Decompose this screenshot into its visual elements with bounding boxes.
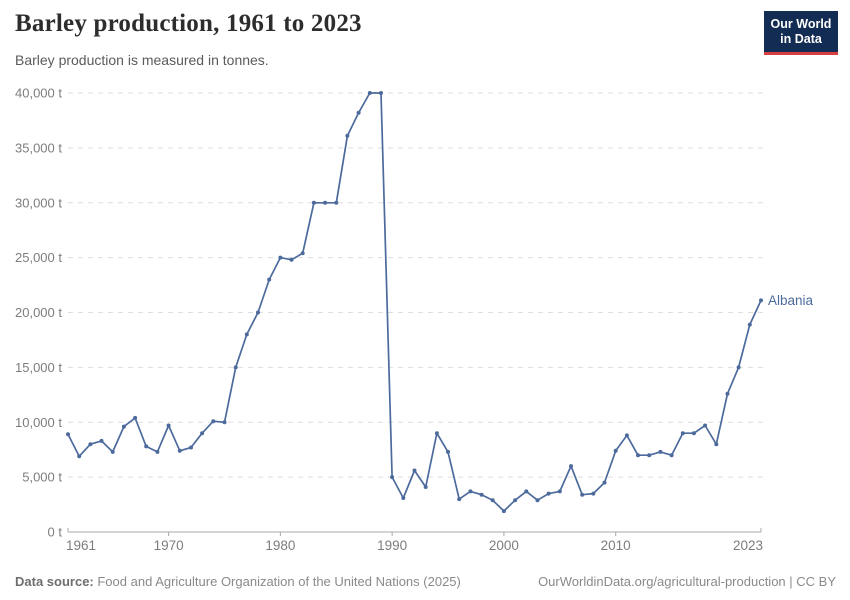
data-point[interactable] bbox=[110, 449, 115, 454]
data-point[interactable] bbox=[412, 468, 417, 473]
y-tick-label: 5,000 t bbox=[22, 470, 62, 485]
y-tick-label: 0 t bbox=[48, 525, 63, 540]
data-point[interactable] bbox=[468, 489, 473, 494]
data-point[interactable] bbox=[222, 420, 227, 425]
data-point[interactable] bbox=[155, 449, 160, 454]
data-point[interactable] bbox=[759, 298, 763, 303]
data-point[interactable] bbox=[591, 491, 596, 496]
data-point[interactable] bbox=[524, 489, 529, 494]
data-point[interactable] bbox=[636, 453, 640, 458]
data-point[interactable] bbox=[189, 445, 193, 450]
data-point[interactable] bbox=[267, 277, 272, 282]
data-point[interactable] bbox=[367, 91, 372, 95]
data-point[interactable] bbox=[714, 442, 719, 447]
data-point[interactable] bbox=[446, 449, 450, 454]
data-point[interactable] bbox=[144, 444, 149, 449]
data-source-label: Data source: bbox=[15, 574, 94, 589]
data-point[interactable] bbox=[166, 423, 171, 428]
data-point[interactable] bbox=[345, 133, 350, 138]
owid-logo-line1: Our World bbox=[770, 17, 832, 31]
data-point[interactable] bbox=[613, 448, 618, 453]
chart-footer: Data source: Food and Agriculture Organi… bbox=[15, 574, 836, 589]
data-point[interactable] bbox=[501, 509, 506, 514]
data-point[interactable] bbox=[669, 453, 674, 458]
data-point[interactable] bbox=[278, 255, 283, 260]
data-point[interactable] bbox=[121, 424, 126, 429]
x-tick-label: 2000 bbox=[489, 538, 519, 553]
chart-subtitle: Barley production is measured in tonnes. bbox=[15, 52, 269, 68]
owid-logo-line2: in Data bbox=[780, 32, 822, 46]
y-tick-label: 20,000 t bbox=[15, 305, 62, 320]
data-point[interactable] bbox=[423, 485, 428, 489]
data-point[interactable] bbox=[66, 432, 70, 437]
y-tick-label: 40,000 t bbox=[15, 86, 62, 101]
data-point[interactable] bbox=[736, 365, 741, 370]
x-tick-label: 1990 bbox=[377, 538, 407, 553]
data-point[interactable] bbox=[725, 391, 730, 396]
data-point[interactable] bbox=[133, 415, 138, 420]
data-point[interactable] bbox=[747, 322, 752, 327]
data-point[interactable] bbox=[323, 200, 328, 205]
data-point[interactable] bbox=[580, 492, 585, 497]
data-point[interactable] bbox=[513, 498, 518, 503]
y-tick-label: 30,000 t bbox=[15, 195, 62, 210]
y-tick-label: 35,000 t bbox=[15, 140, 62, 155]
data-point[interactable] bbox=[401, 496, 406, 500]
data-point[interactable] bbox=[680, 431, 685, 436]
series-line-albania[interactable] bbox=[67, 92, 762, 512]
y-tick-label: 10,000 t bbox=[15, 415, 62, 430]
data-point[interactable] bbox=[300, 251, 305, 256]
x-tick-label: 2023 bbox=[733, 538, 763, 553]
series-label-albania[interactable]: Albania bbox=[768, 293, 814, 308]
data-point[interactable] bbox=[546, 491, 551, 496]
data-point[interactable] bbox=[691, 431, 696, 436]
data-point[interactable] bbox=[490, 498, 495, 503]
data-point[interactable] bbox=[233, 365, 238, 370]
y-tick-label: 25,000 t bbox=[15, 250, 62, 265]
data-point[interactable] bbox=[379, 91, 383, 95]
data-point[interactable] bbox=[457, 497, 462, 502]
data-point[interactable] bbox=[311, 200, 316, 205]
data-point[interactable] bbox=[256, 310, 260, 315]
data-source: Data source: Food and Agriculture Organi… bbox=[15, 574, 461, 589]
data-point[interactable] bbox=[77, 454, 82, 459]
data-point[interactable] bbox=[200, 431, 205, 436]
data-point[interactable] bbox=[356, 110, 361, 115]
x-tick-label: 1970 bbox=[154, 538, 184, 553]
data-point[interactable] bbox=[211, 419, 216, 424]
credit-link[interactable]: OurWorldinData.org/agricultural-producti… bbox=[538, 574, 836, 589]
x-tick-label: 2010 bbox=[601, 538, 631, 553]
data-point[interactable] bbox=[658, 449, 663, 454]
data-point[interactable] bbox=[88, 442, 93, 447]
owid-logo[interactable]: Our World in Data bbox=[764, 11, 838, 55]
data-point[interactable] bbox=[602, 480, 607, 485]
data-point[interactable] bbox=[434, 431, 439, 436]
data-source-text: Food and Agriculture Organization of the… bbox=[93, 574, 461, 589]
data-point[interactable] bbox=[99, 438, 104, 443]
x-tick-label: 1980 bbox=[265, 538, 295, 553]
data-point[interactable] bbox=[535, 498, 540, 503]
data-point[interactable] bbox=[289, 257, 294, 262]
data-point[interactable] bbox=[334, 200, 339, 205]
data-point[interactable] bbox=[390, 475, 395, 480]
data-point[interactable] bbox=[557, 489, 562, 494]
data-point[interactable] bbox=[177, 448, 182, 453]
y-tick-label: 15,000 t bbox=[15, 360, 62, 375]
x-tick-label: 1961 bbox=[66, 538, 96, 553]
data-point[interactable] bbox=[703, 423, 708, 428]
data-point[interactable] bbox=[479, 492, 484, 497]
data-point[interactable] bbox=[624, 433, 629, 438]
data-point[interactable] bbox=[569, 464, 573, 469]
data-point[interactable] bbox=[647, 453, 652, 458]
data-point[interactable] bbox=[244, 332, 249, 337]
page-title: Barley production, 1961 to 2023 bbox=[15, 10, 362, 37]
